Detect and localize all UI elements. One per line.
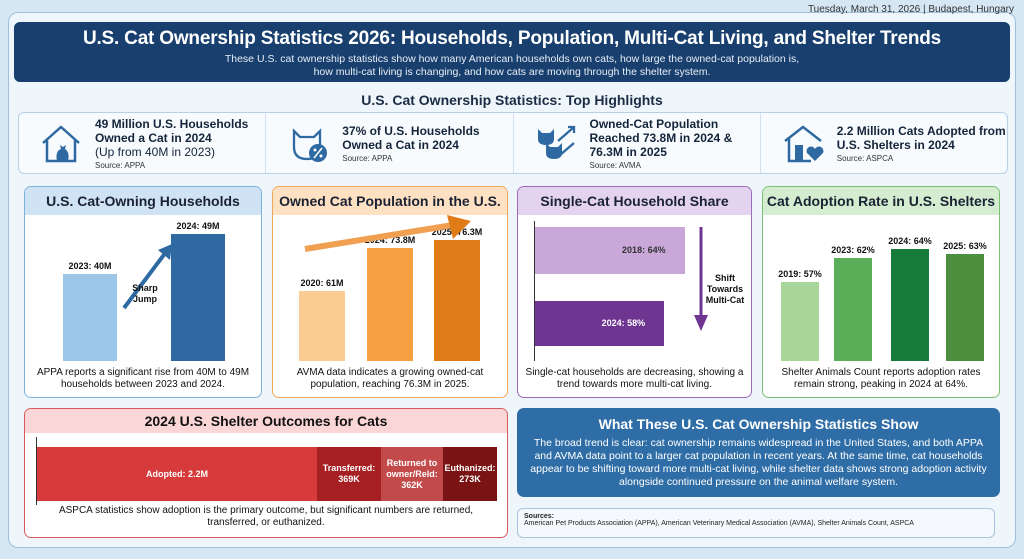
sources-box: Sources: American Pet Products Associati… xyxy=(517,508,995,538)
panel-title: Cat Adoption Rate in U.S. Shelters xyxy=(763,187,999,215)
bar-label: 2020: 61M xyxy=(300,278,344,288)
panel-caption: Single-cat households are decreasing, sh… xyxy=(525,367,744,390)
panel-caption: APPA reports a significant rise from 40M… xyxy=(36,367,250,390)
house-cat-icon xyxy=(42,125,80,163)
highlight-text: Owned-Cat Population Reached 73.8M in 20… xyxy=(589,116,733,159)
bar-label: 2018: 64% xyxy=(622,244,666,255)
chart-bar xyxy=(891,249,929,361)
chart-bar xyxy=(299,291,345,361)
bar-label: 2023: 40M xyxy=(68,260,112,271)
highlight-text: 37% of U.S. Households Owned a Cat in 20… xyxy=(342,123,480,152)
highlights-row: 49 Million U.S. Households Owned a Cat i… xyxy=(18,112,1008,174)
sources-label: Sources: xyxy=(524,513,554,520)
stacked-segment: Transferred: 369K xyxy=(317,447,381,501)
panel-title: U.S. Cat-Owning Households xyxy=(25,187,261,215)
bar-label: 2024: 73.8M xyxy=(364,235,416,246)
subtitle-line-1: These U.S. cat ownership statistics show… xyxy=(224,53,800,65)
chart-bar xyxy=(535,301,665,346)
panel-title: Single-Cat Household Share xyxy=(518,187,751,215)
chart-bar xyxy=(171,234,225,361)
highlight-text: 49 Million U.S. Households Owned a Cat i… xyxy=(95,116,249,145)
subtitle-line-2: how multi-cat living is changing, and ho… xyxy=(313,66,711,78)
segment-label: Transferred: 369K xyxy=(322,463,376,484)
cats-growth-icon xyxy=(537,125,575,159)
cat-percent-icon xyxy=(293,128,328,162)
chart-bar xyxy=(946,253,984,361)
segment-label: Adopted: 2.2M xyxy=(146,468,208,479)
stacked-segment: Returned to owner/Reld: 362K xyxy=(381,447,443,501)
highlight-card: 49 Million U.S. Households Owned a Cat i… xyxy=(19,113,267,173)
panel-title: 2024 U.S. Shelter Outcomes for Cats xyxy=(25,409,507,433)
summary-text: The broad trend is clear: cat ownership … xyxy=(530,437,987,488)
bar-label: 2023: 62% xyxy=(831,245,875,256)
chart-bar xyxy=(781,281,819,361)
growth-arrow-icon xyxy=(304,215,471,252)
highlight-sub: (Up from 40M in 2023) xyxy=(95,144,216,159)
panel-caption: Shelter Animals Count reports adoption r… xyxy=(781,367,981,390)
highlight-card: 2.2 Million Cats Adopted from U.S. Shelt… xyxy=(761,113,1007,173)
stacked-segment: Adopted: 2.2M xyxy=(37,447,317,501)
header-banner: U.S. Cat Ownership Statistics 2026: Hous… xyxy=(14,22,1010,82)
highlight-source: Source: ASPCA xyxy=(836,153,894,163)
chart-bar xyxy=(63,273,117,361)
date-location: Tuesday, March 31, 2026 | Budapest, Hung… xyxy=(807,4,1014,15)
segment-label: Euthanized: 273K xyxy=(444,463,496,484)
panel-shelter-outcomes: 2024 U.S. Shelter Outcomes for Cats Adop… xyxy=(24,408,508,538)
chart-bar xyxy=(434,240,480,361)
page-title: U.S. Cat Ownership Statistics 2026: Hous… xyxy=(82,28,942,49)
highlight-card: Owned-Cat Population Reached 73.8M in 20… xyxy=(514,113,761,173)
highlight-card: 37% of U.S. Households Owned a Cat in 20… xyxy=(266,113,514,173)
chart-bar xyxy=(535,227,685,274)
panel-caption: AVMA data indicates a growing owned-cat … xyxy=(296,367,484,390)
axis-line xyxy=(534,221,535,361)
bar-label: 2024: 64% xyxy=(888,236,932,246)
bar-label: 2024: 49M xyxy=(176,221,220,232)
shelter-heart-icon xyxy=(783,125,824,163)
highlight-source: Source: APPA xyxy=(95,160,146,170)
highlight-text: 2.2 Million Cats Adopted from U.S. Shelt… xyxy=(836,123,1006,152)
panel-adoption-rate: Cat Adoption Rate in U.S. Shelters Shelte… xyxy=(762,186,1000,398)
chart-annotation: Sharp Jump xyxy=(132,283,158,304)
bar-label: 2024: 58% xyxy=(601,317,646,328)
highlight-source: Source: AVMA xyxy=(589,160,641,170)
sources-text: American Pet Products Association (APPA)… xyxy=(524,520,914,527)
chart-bar xyxy=(367,248,413,361)
highlights-title: U.S. Cat Ownership Statistics: Top Highl… xyxy=(361,92,663,108)
panel-single-cat: Single-Cat Household Share Single-cat hou… xyxy=(517,186,752,398)
panel-title: Owned Cat Population in the U.S. xyxy=(273,187,507,215)
chart-bar xyxy=(834,258,872,361)
panel-population: Owned Cat Population in the U.S. AVMA dat… xyxy=(272,186,508,398)
axis-line xyxy=(36,437,37,505)
bar-label: 2019: 57% xyxy=(778,268,822,279)
summary-title: What These U.S. Cat Ownership Statistics… xyxy=(598,416,919,432)
summary-box: What These U.S. Cat Ownership Statistics… xyxy=(517,408,1000,497)
chart-annotation: Shift Towards Multi-Cat xyxy=(705,273,745,305)
panel-households: U.S. Cat-Owning Households APPA reports a… xyxy=(24,186,262,398)
stacked-segment: Euthanized: 273K xyxy=(443,447,497,501)
bar-label: 2025: 63% xyxy=(943,240,987,251)
panel-caption: ASPCA statistics show adoption is the pr… xyxy=(58,505,474,528)
down-arrow-icon xyxy=(694,227,708,331)
segment-label: Returned to owner/Reld: 362K xyxy=(386,457,438,490)
highlight-source: Source: APPA xyxy=(342,153,393,163)
trend-arrow-icon xyxy=(122,244,172,310)
